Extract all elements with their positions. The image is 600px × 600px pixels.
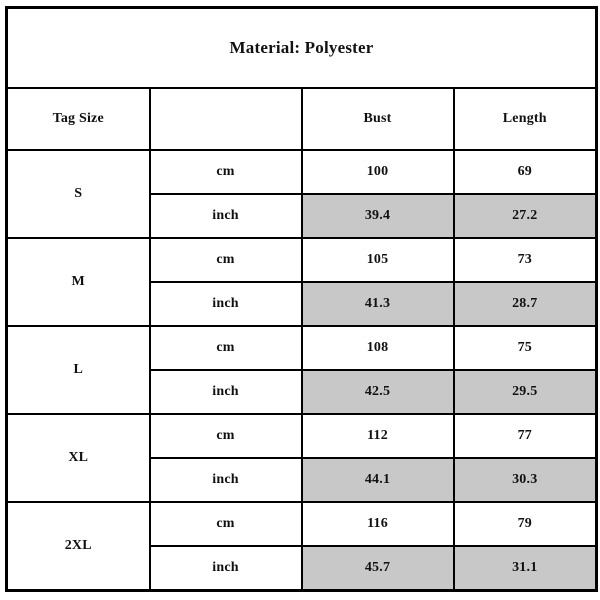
length-value-cell: 73: [452, 237, 598, 283]
bust-value-cell: 44.1: [300, 457, 455, 503]
size-chart-table: Material: Polyester Tag Size Bust Length…: [5, 6, 599, 592]
unit-cell: inch: [148, 457, 303, 503]
unit-cell: inch: [148, 281, 303, 327]
unit-cell: cm: [148, 325, 303, 371]
bust-value-cell: 39.4: [300, 193, 455, 239]
unit-cell: cm: [148, 413, 303, 459]
length-value-cell: 30.3: [452, 457, 598, 503]
unit-cell: inch: [148, 369, 303, 415]
table-row: Material: Polyester: [5, 6, 598, 89]
bust-value-cell: 42.5: [300, 369, 455, 415]
bust-value-cell: 105: [300, 237, 455, 283]
bust-value-cell: 41.3: [300, 281, 455, 327]
table-header-row: Tag Size Bust Length: [5, 87, 598, 151]
table-row: L cm 108 75: [5, 325, 598, 415]
table-row: inch 42.5 29.5: [7, 369, 598, 415]
table-row: inch 45.7 31.1: [7, 545, 598, 592]
table-row: S cm 100 69: [5, 149, 598, 239]
col-header-unit: [148, 87, 303, 151]
length-value-cell: 79: [452, 501, 598, 547]
unit-cell: cm: [148, 501, 303, 547]
table-row: inch 44.1 30.3: [7, 457, 598, 503]
length-value-cell: 27.2: [452, 193, 598, 239]
bust-value-cell: 116: [300, 501, 455, 547]
length-value-cell: 69: [452, 149, 598, 195]
length-value-cell: 77: [452, 413, 598, 459]
bust-value-cell: 100: [300, 149, 455, 195]
col-header-tag-size: Tag Size: [5, 87, 151, 151]
size-label-cell: L: [5, 325, 151, 415]
unit-cell: cm: [148, 149, 303, 195]
size-label-cell: M: [5, 237, 151, 327]
col-header-length: Length: [452, 87, 598, 151]
unit-cell: cm: [148, 237, 303, 283]
unit-cell: inch: [148, 545, 303, 592]
bust-value-cell: 108: [300, 325, 455, 371]
size-label-cell: XL: [5, 413, 151, 503]
unit-cell: inch: [148, 193, 303, 239]
length-value-cell: 31.1: [452, 545, 598, 592]
table-row: XL cm 112 77: [5, 413, 598, 503]
length-value-cell: 28.7: [452, 281, 598, 327]
size-label-cell: 2XL: [5, 501, 151, 592]
length-value-cell: 29.5: [452, 369, 598, 415]
table-row: inch 41.3 28.7: [7, 281, 598, 327]
length-value-cell: 75: [452, 325, 598, 371]
material-title: Material: Polyester: [5, 6, 598, 89]
bust-value-cell: 112: [300, 413, 455, 459]
size-label-cell: S: [5, 149, 151, 239]
bust-value-cell: 45.7: [300, 545, 455, 592]
table-row: inch 39.4 27.2: [7, 193, 598, 239]
table-row: M cm 105 73: [5, 237, 598, 327]
table-row: 2XL cm 116 79: [5, 501, 598, 592]
col-header-bust: Bust: [300, 87, 455, 151]
